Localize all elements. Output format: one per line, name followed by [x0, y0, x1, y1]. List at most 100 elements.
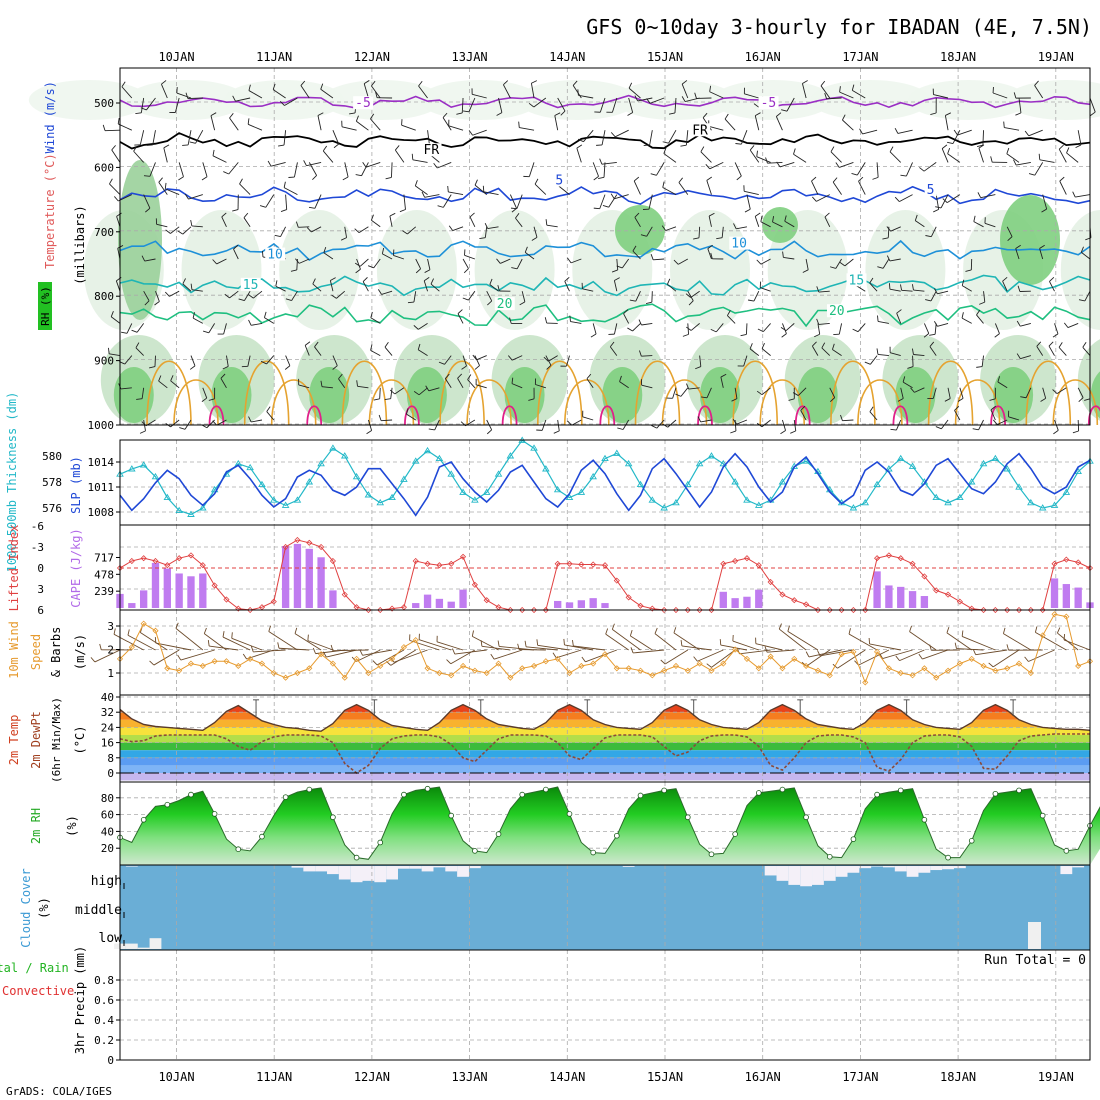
wind-barb: [829, 258, 842, 269]
wind-barb-staff: [332, 130, 340, 145]
wind10-point: [838, 651, 845, 658]
li-tick-label: -3: [31, 541, 44, 554]
wind-barb-staff: [839, 91, 854, 99]
wind-barb-flag: [333, 143, 339, 149]
lifted-index-point: [696, 606, 703, 614]
wind-barb-flag: [1028, 173, 1035, 176]
lifted-index-point: [530, 606, 538, 614]
rh-point: [140, 816, 147, 823]
wind-barb-staff: [270, 161, 286, 167]
wind-barb-staff: [838, 323, 843, 335]
wind-barb: [363, 80, 370, 99]
precip-ytick-label: 0.6: [94, 994, 114, 1007]
wind-barb-staff: [187, 130, 192, 146]
wind-barb-flag: [598, 176, 605, 180]
wind10-point: [448, 672, 455, 679]
cloud-high-bar: [362, 866, 375, 881]
wind-barb: [263, 311, 275, 324]
wind-barb-flag: [210, 112, 217, 117]
wind10-barb: [1063, 633, 1091, 651]
wind-barb-flag: [163, 144, 170, 149]
boundary-layer-isotherm: [1025, 360, 1072, 426]
wind10-barb-flag: [961, 630, 964, 637]
wind-barb-staff: [195, 129, 204, 144]
temp-ylabel-1: 2m Temp: [7, 715, 21, 766]
wind10-barb: [1034, 626, 1067, 651]
wind-barb-staff: [427, 258, 431, 270]
wind-barb-flag: [248, 294, 254, 299]
wind-barb-flag: [925, 235, 932, 238]
slp-line: [119, 452, 1091, 517]
thickness-point: [991, 454, 1000, 462]
wind-barb-staff: [715, 323, 724, 333]
wind-barb-flag: [831, 343, 835, 350]
wind-barb-staff: [361, 162, 369, 176]
wind10-barb-staff: [808, 649, 842, 658]
wind10-ylabel-1: 10m Wind: [7, 621, 21, 679]
rh-shading: [865, 210, 946, 330]
wind-barb-flag: [201, 176, 208, 181]
thickness-point: [281, 501, 290, 508]
wind10-barb: [277, 642, 310, 651]
wind-barb: [944, 387, 951, 402]
wind-barb: [801, 80, 808, 99]
run-total-label: Run Total = 0: [984, 953, 1086, 968]
wind-barb-flag: [911, 348, 914, 355]
lifted-index-point: [235, 605, 242, 612]
wind-barb-staff: [314, 346, 322, 356]
wind-barb: [239, 178, 251, 195]
wind-barb-staff: [601, 161, 617, 165]
wind-barb-staff: [745, 323, 748, 335]
contour-label: -5: [761, 96, 777, 111]
wind10-point: [696, 660, 703, 667]
wind-barb: [462, 290, 476, 301]
wind-barb-staff: [415, 185, 428, 195]
wind-barb-flag: [882, 237, 889, 240]
wind-barb-flag: [824, 212, 830, 218]
cape-bar: [920, 596, 929, 608]
lifted-index-point: [732, 557, 739, 565]
wind-barb: [447, 185, 464, 196]
wind10-point: [601, 651, 609, 658]
wind-barb-flag: [511, 267, 518, 270]
wind10-point: [187, 660, 195, 667]
wind-barb-staff: [300, 85, 310, 99]
wind-barb-staff: [862, 129, 878, 135]
wind-barb-staff: [332, 355, 338, 366]
wind-barb-flag: [131, 329, 138, 333]
wind-barb-staff: [444, 355, 452, 365]
wind-barb-flag: [886, 255, 891, 262]
wind-barb-staff: [1039, 248, 1044, 260]
wind-barb-flag: [378, 414, 382, 421]
wind10-barb-staff: [526, 646, 558, 651]
wind-barb-staff: [418, 323, 428, 330]
wind10-barb-flag: [895, 655, 900, 661]
wind-barb-staff: [511, 355, 523, 361]
wind-barb-staff: [461, 97, 464, 114]
wind-barb: [457, 373, 464, 389]
wind10-point: [814, 667, 821, 674]
rh-ytick-label: 40: [101, 825, 114, 838]
wind-barb: [833, 323, 843, 335]
wind-barb-staff: [744, 190, 759, 196]
xsection-ylabel-mb: (millibars): [73, 205, 87, 284]
wind-barb: [694, 92, 712, 99]
wind10-barb-staff: [326, 649, 357, 658]
wind-barb-staff: [1036, 346, 1044, 356]
thickness-point: [660, 504, 668, 511]
cape-bar: [447, 601, 455, 608]
wind-barb-flag: [519, 301, 526, 306]
wind-barb-flag: [474, 365, 480, 370]
wind-barb-flag: [814, 333, 820, 338]
wind-barb-staff: [312, 283, 322, 292]
wind-barb-flag: [1034, 80, 1039, 86]
thickness-point: [648, 496, 657, 503]
rh-shading: [615, 80, 735, 120]
lifted-index-point: [247, 606, 254, 614]
wind-barb-staff: [744, 93, 759, 99]
lifted-index-point: [389, 605, 396, 612]
cape-bar: [305, 548, 313, 608]
wind-barb-flag: [753, 103, 760, 108]
wind-barb-staff: [583, 129, 594, 142]
wind-barb-flag: [284, 365, 291, 370]
